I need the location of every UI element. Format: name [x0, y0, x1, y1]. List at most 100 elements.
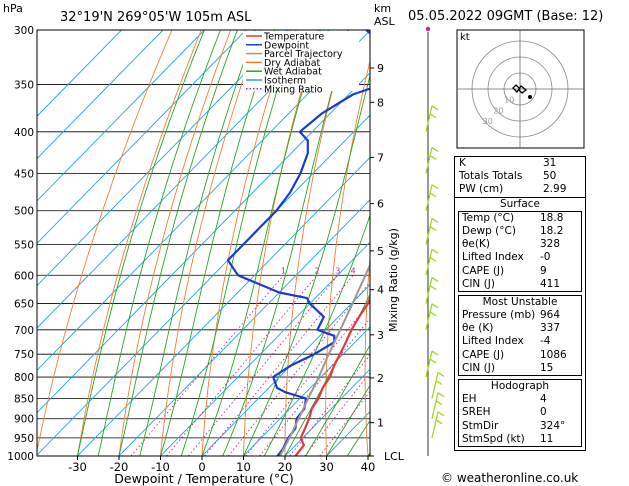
mixing-ratio-line	[289, 354, 370, 456]
row-value: 0	[540, 406, 547, 419]
index-row: PW (cm) 2.99	[455, 183, 585, 196]
location-title: 32°19'N 269°05'W 105m ASL	[60, 10, 252, 25]
wind-barb-flag	[429, 256, 437, 262]
hodograph-table-title: Hodograph	[490, 380, 550, 392]
wind-barb-flag	[429, 154, 437, 161]
wind-barb-flag	[429, 285, 437, 291]
row-value: 337	[540, 322, 561, 335]
wind-barb-staff	[425, 303, 433, 330]
wind-barb-flag	[431, 350, 439, 356]
hodo-row: EH 4	[459, 393, 581, 406]
legend-background	[243, 31, 359, 91]
wet-adiabat-line	[180, 30, 297, 456]
index-label: Totals Totals	[459, 170, 523, 183]
pressure-tick-label: 400	[14, 127, 34, 139]
wind-barb-staff	[425, 105, 433, 132]
wind-barb	[425, 105, 439, 132]
wind-barb-staff	[425, 350, 433, 378]
pressure-tick-label: 1000	[7, 451, 34, 463]
hodograph-ring-label: 20	[493, 106, 503, 115]
dry-adiabat-line	[325, 59, 370, 456]
wet-adiabat-line	[77, 30, 205, 456]
isotherm-line	[77, 156, 370, 456]
temperature-tick-label: 40	[361, 460, 376, 474]
km-tick-label: 2	[377, 372, 384, 385]
wind-barb-staff	[425, 184, 433, 211]
wet-adiabat-line	[118, 30, 238, 456]
row-value: 328	[540, 238, 561, 251]
temperature-tick-label: -20	[110, 460, 129, 474]
surface-row: CAPE (J) 9	[459, 265, 581, 278]
surface-title: Surface	[499, 197, 540, 210]
row-value: 18.8	[540, 211, 564, 224]
temperature-tick-label: -10	[151, 460, 170, 474]
wind-barb	[425, 217, 439, 245]
dry-adiabat-line	[284, 30, 349, 456]
mixing-ratio-label: 2	[315, 266, 320, 275]
row-value: 964	[540, 309, 561, 322]
isotherm-line	[37, 30, 122, 117]
row-label: Pressure (mb)	[462, 309, 536, 322]
wind-barb-flag	[431, 248, 439, 254]
hodograph-trace	[512, 84, 528, 94]
wind-barb	[425, 277, 439, 304]
row-value: 15	[540, 361, 554, 374]
pressure-tick-label: 600	[14, 270, 34, 282]
wind-barb-staff	[425, 147, 433, 174]
wet-adiabat-line	[201, 30, 321, 456]
pressure-tick-label: 750	[14, 349, 34, 361]
row-label: StmSpd (kt)	[462, 432, 525, 445]
row-label: SREH	[462, 406, 491, 419]
row-label: Lifted Index	[462, 251, 524, 264]
wind-barb-flag	[429, 311, 437, 317]
wind-barb-flag	[431, 303, 439, 309]
wind-barb	[431, 411, 445, 438]
km-tick-label: 4	[377, 284, 384, 297]
wind-barb-staff	[431, 392, 439, 419]
row-label: CIN (J)	[462, 361, 495, 374]
pressure-tick-label: 900	[14, 414, 34, 426]
legend-label: Isotherm	[264, 76, 306, 87]
isotherm-line	[118, 199, 370, 456]
legend-label: Dry Adiabat	[264, 58, 321, 69]
km-tick-label: 5	[377, 245, 384, 258]
row-value: 9	[540, 264, 547, 277]
x-axis-label: Dewpoint / Temperature (°C)	[114, 471, 293, 486]
dry-adiabat-line	[160, 30, 261, 456]
isotherm-line	[37, 30, 288, 287]
isotherm-line	[160, 241, 370, 456]
row-label: CAPE (J)	[462, 264, 505, 277]
km-tick-label: 9	[377, 62, 384, 75]
isotherm-line	[37, 30, 330, 329]
km-tick-label: 8	[377, 96, 384, 109]
wind-barb	[425, 303, 439, 330]
isotherm-line	[201, 283, 370, 456]
row-label: θe (K)	[462, 322, 494, 335]
wet-adiabat-line	[284, 293, 370, 456]
hodograph-ring-label: 10	[504, 96, 514, 105]
wind-barb-flag	[437, 392, 445, 398]
temperature-tick-label: 10	[236, 460, 251, 474]
pressure-tick-label: 550	[14, 239, 34, 251]
wind-barb-flag	[435, 400, 443, 406]
wind-barb	[425, 248, 439, 276]
hodograph-table-box: Hodograph EH 4 SREH 0 StmDir 324° StmSpd (k…	[458, 379, 582, 447]
mu-row: Lifted Index -4	[459, 335, 581, 348]
mixing-ratio-line	[227, 281, 370, 456]
row-value: 1086	[540, 348, 567, 361]
surface-row: Temp (°C) 18.8	[459, 212, 581, 225]
isotherm-line	[284, 368, 370, 456]
row-label: CAPE (J)	[462, 348, 505, 361]
surface-box: Temp (°C) 18.8 Dewp (°C) 18.2 θe(K) 328 Lif…	[458, 210, 582, 292]
row-value: 4	[540, 393, 547, 406]
dry-adiabat-line	[243, 30, 320, 456]
mixing-ratio-line	[304, 372, 370, 456]
dry-adiabat-line	[77, 30, 202, 456]
wet-adiabat-line	[305, 344, 370, 456]
km-tick-label: 6	[377, 198, 384, 211]
wind-barb-flag	[435, 379, 443, 386]
hpa-label: hPa	[3, 2, 23, 15]
